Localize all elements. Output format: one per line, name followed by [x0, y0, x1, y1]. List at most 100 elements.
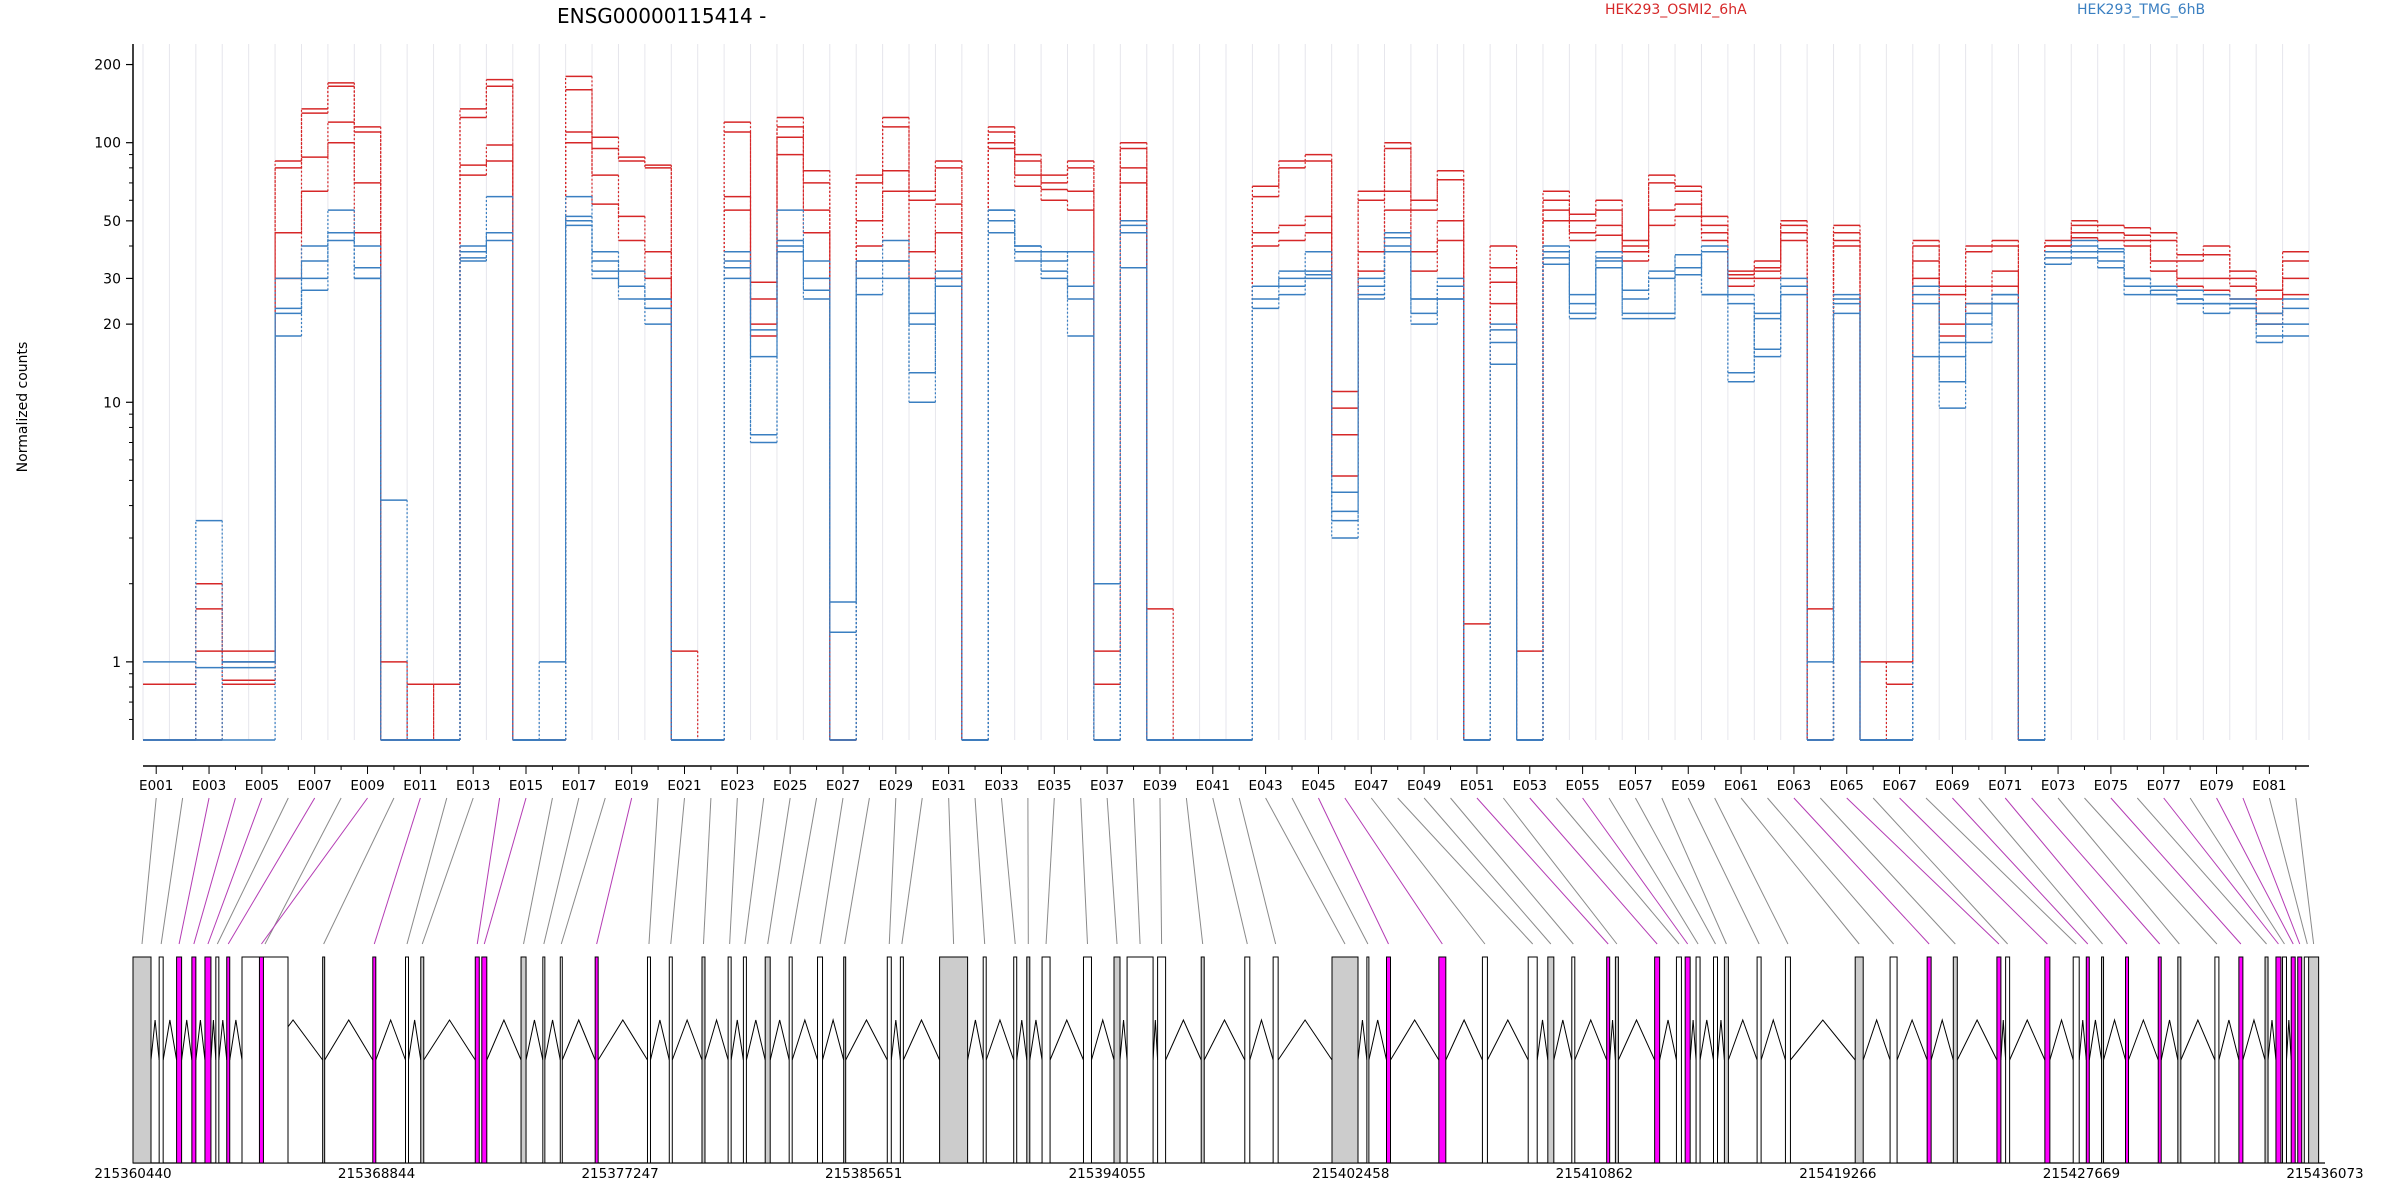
- exon-box: [2290, 956, 2296, 1164]
- x-tick-label: E077: [2147, 778, 2181, 794]
- exon-box: [2238, 956, 2244, 1164]
- intron-line: [1790, 1019, 1856, 1061]
- exon-box: [1695, 956, 1701, 1164]
- exon-box: [481, 956, 488, 1164]
- intron-line: [1152, 1019, 1159, 1061]
- exon-connector: [1872, 797, 2008, 945]
- series-transitions: [274, 225, 2284, 740]
- exon-connector: [948, 797, 955, 945]
- intron-line: [181, 1019, 193, 1061]
- exon-box: [594, 956, 599, 1164]
- exon-connector: [207, 797, 263, 945]
- exon-connector: [2110, 797, 2242, 945]
- x-tick-label: E019: [615, 778, 649, 794]
- exon-connector: [1634, 797, 1716, 945]
- intron-line: [745, 1019, 766, 1061]
- exon-box: [1113, 956, 1121, 1164]
- exon-connector: [261, 797, 368, 945]
- intron-line: [1390, 1019, 1440, 1061]
- exon-connector: [596, 797, 633, 945]
- exon-box: [668, 956, 673, 1164]
- exon-box: [258, 956, 264, 1164]
- x-tick-label: E067: [1882, 778, 1916, 794]
- exon-box: [1013, 956, 1018, 1164]
- exon-box: [727, 956, 732, 1164]
- exon-connector: [2004, 797, 2128, 945]
- intron-line: [150, 1019, 160, 1061]
- intron-line: [1029, 1019, 1043, 1061]
- exon-box: [1713, 956, 1718, 1164]
- intron-line: [1119, 1019, 1128, 1061]
- intron-line: [375, 1018, 406, 1061]
- x-tick-label: E015: [509, 778, 543, 794]
- exon-box: [886, 956, 892, 1164]
- genomic-coordinate-label: 215410862: [1556, 1166, 1633, 1182]
- x-tick-label: E027: [826, 778, 860, 794]
- exon-box: [520, 956, 527, 1164]
- x-tick-label: E011: [403, 778, 437, 794]
- exon-box: [1889, 956, 1898, 1164]
- exon-connector: [1397, 797, 1534, 945]
- intron-line: [1930, 1018, 1954, 1061]
- exon-box: [2177, 956, 2182, 1164]
- intron-line: [1090, 1018, 1115, 1061]
- exon-box: [1527, 956, 1538, 1164]
- exon-connector: [1450, 797, 1574, 945]
- x-tick-label: E071: [1988, 778, 2022, 794]
- exon-box: [1481, 956, 1488, 1164]
- intron-line: [162, 1019, 178, 1061]
- x-tick-label: E003: [192, 778, 226, 794]
- series-lines: [143, 75, 2309, 741]
- x-tick-label: E035: [1037, 778, 1071, 794]
- exon-box: [1200, 956, 1205, 1164]
- exon-box: [2157, 956, 2162, 1164]
- exon-box: [559, 956, 563, 1164]
- intron-line: [1016, 1019, 1028, 1061]
- exon-connector: [1555, 797, 1680, 945]
- exon-connector: [483, 797, 527, 945]
- exon-box: [474, 956, 480, 1164]
- intron-line: [1956, 1018, 1998, 1061]
- exon-connector: [1502, 797, 1618, 945]
- intron-line: [671, 1018, 703, 1061]
- x-tick-label: E007: [298, 778, 332, 794]
- exon-connector: [1793, 797, 1930, 945]
- y-tick-label: 20: [103, 317, 121, 333]
- exon-box: [1041, 956, 1051, 1164]
- genomic-coordinate-labels: 215360440 215368844 215377247 215385651 2153…: [94, 1166, 2363, 1182]
- x-tick-label: E041: [1196, 778, 1230, 794]
- intron-line: [486, 1018, 522, 1061]
- exon-box: [1366, 956, 1370, 1164]
- gene-model: [132, 956, 2325, 1164]
- intron-line: [1368, 1019, 1387, 1061]
- exon-box: [1547, 956, 1555, 1164]
- exon-box: [1926, 956, 1932, 1164]
- x-tick-label: E065: [1830, 778, 1864, 794]
- x-tick-label: E073: [2041, 778, 2075, 794]
- x-tick-label: E061: [1724, 778, 1758, 794]
- exon-box: [899, 956, 904, 1164]
- exon-connector: [767, 797, 791, 945]
- exon-box: [1952, 956, 1958, 1164]
- exon-connector: [1740, 797, 1860, 945]
- x-tick-label: E081: [2252, 778, 2286, 794]
- exon-box: [204, 956, 212, 1164]
- genomic-coordinate-label: 215368844: [338, 1166, 415, 1182]
- exon-box: [1571, 956, 1576, 1164]
- x-tick-label: E037: [1090, 778, 1124, 794]
- exon-box: [939, 956, 969, 1164]
- intron-line: [597, 1019, 648, 1061]
- exon-connector: [2189, 797, 2285, 945]
- intron-line: [1486, 1018, 1529, 1061]
- x-tick-label: E039: [1143, 778, 1177, 794]
- exon-connector: [790, 797, 818, 945]
- exon-connector: [523, 797, 553, 945]
- intron-line: [704, 1018, 729, 1061]
- intron-line: [769, 1019, 790, 1061]
- intron-line: [2218, 1019, 2240, 1061]
- exon-connector: [193, 797, 236, 945]
- exon-connector: [1952, 797, 2089, 945]
- exon-box: [1675, 956, 1682, 1164]
- intron-line: [1896, 1018, 1928, 1061]
- intron-line: [1617, 1018, 1656, 1061]
